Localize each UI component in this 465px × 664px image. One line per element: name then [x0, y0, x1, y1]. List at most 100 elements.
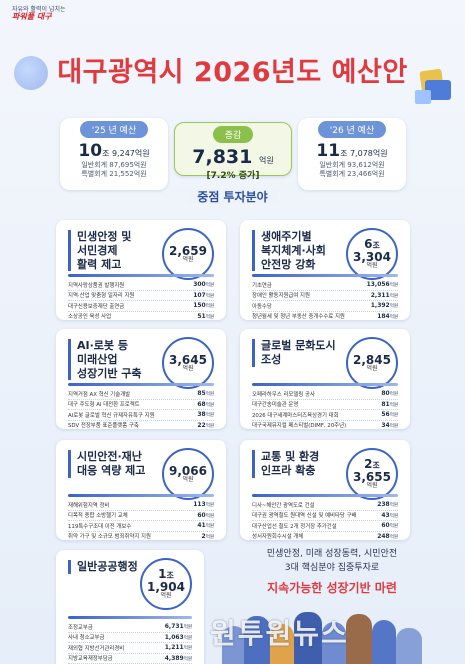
- panel-title-line: 생애주기별: [261, 230, 312, 243]
- list-item: 오페라하우스 리모델링 공사 80억원: [252, 389, 398, 400]
- item-label: AI로봇 글로벌 혁신 규제자유특구 지원: [68, 412, 155, 419]
- panel-total-value: 2,845: [353, 352, 391, 367]
- list-item: 119특수구조대 이전 개보수 41억원: [68, 521, 214, 532]
- list-item: 대구간송미술관 운영 81억원: [252, 400, 398, 410]
- item-label: 디사~해안간 광역도로 건설: [252, 502, 315, 509]
- closing-line: 3대 핵심분야 집중투자로: [284, 562, 380, 573]
- panel-title-line: 미래산업: [77, 352, 118, 366]
- item-value: 238억원: [377, 501, 398, 509]
- panel-total-jo: 6조: [364, 237, 380, 252]
- item-value: 43억원: [381, 511, 398, 519]
- decorative-blocks: [403, 64, 451, 108]
- list-item: 조정교부금 6,731억원: [68, 622, 192, 633]
- budget-2025-special: 특별회계 21,552억원: [81, 170, 147, 179]
- panel-title-line: 민생안정 및: [77, 230, 132, 243]
- item-label: 디목적 종합 소방헬기 교체: [68, 513, 128, 520]
- item-value: 150억원: [193, 302, 214, 310]
- city-slogan: 자유와 활력이 넘치는 파워풀 대구: [12, 6, 66, 22]
- panel-title-line: 활력 제고: [77, 257, 122, 271]
- item-value: 2,311억원: [370, 291, 398, 299]
- item-unit: 억원: [205, 524, 214, 530]
- panel-title-line: 서민경제: [77, 243, 118, 257]
- item-value: 300억원: [193, 281, 214, 289]
- list-item: 취약 가구 및 소규모 범죄취약지 지원 2억원: [68, 532, 214, 540]
- panel-total-unit: 억원: [366, 262, 378, 270]
- item-unit: 억원: [389, 283, 398, 289]
- slogan-line: 자유와 활력이 넘치는: [12, 6, 66, 13]
- item-label: 재외협 지방선거관리경비: [68, 645, 125, 652]
- investment-panel: AI·로봇 등 미래산업 성장기반 구축 3,645 억원 지역거점 AX 혁신 기술개발…: [56, 329, 226, 429]
- slogan-brand: 파워풀 대구: [12, 12, 52, 22]
- item-unit: 억원: [389, 423, 398, 429]
- panel-title: 교통 및 환경 인프라 확충: [252, 450, 319, 478]
- item-value: 38억원: [197, 411, 214, 419]
- list-item: SDV 전장부품 표준플랫폼 구축 22억원: [68, 421, 214, 429]
- panel-total-unit: 억원: [182, 476, 194, 484]
- panel-divider: [68, 616, 192, 619]
- item-unit: 억원: [389, 392, 398, 398]
- budget-change-amount: 7,831 억원: [192, 146, 274, 168]
- item-label: 대구국제뮤지컬 페스티벌(DIMF, 20주년): [252, 423, 347, 429]
- investment-panel: 일반공공행정 1조 1,904 억원 조정교부금 6,731억원 사내 청소교부금 1,063…: [56, 550, 204, 664]
- panel-item-list: 조정교부금 6,731억원 사내 청소교부금 1,063억원 재외협 지방선거관리경비 1…: [68, 622, 192, 664]
- panel-divider: [68, 494, 214, 497]
- item-label: 지역·산업 맞춤형 일자리 지원: [68, 293, 135, 300]
- decorative-sphere: [14, 56, 48, 90]
- panel-divider: [68, 274, 214, 277]
- item-unit: 억원: [205, 304, 214, 310]
- item-value: 51억원: [197, 312, 214, 320]
- panel-item-list: 지역거점 AX 혁신 기술개발 85억원 대구 주도형 AI 대전환 프로젝트 68억…: [68, 389, 214, 429]
- item-unit: 억원: [389, 413, 398, 419]
- budget-2025-label: '25 년 예산: [79, 121, 149, 138]
- panel-divider: [252, 494, 398, 497]
- panel-title-line: AI·로봇 등: [77, 339, 128, 352]
- item-unit: 억원: [205, 283, 214, 289]
- list-item: 디목적 종합 소방헬기 교체 60억원: [68, 511, 214, 521]
- item-value: 1,392억원: [370, 302, 398, 310]
- investment-panel: 교통 및 환경 인프라 확충 2조 3,655 억원 디사~해안간 광역도로 건설 238억…: [240, 440, 410, 540]
- budget-2026-card: '26 년 예산 11조 7,078억원 일반회계 93,612억원 특별회계 …: [298, 118, 406, 190]
- item-value: 60억원: [197, 511, 214, 519]
- item-label: 오페라하우스 리모델링 공사: [252, 391, 315, 398]
- item-value: 1,211억원: [164, 644, 192, 652]
- panel-item-list: 재해위험지역 정비 113억원 디목적 종합 소방헬기 교체 60억원 119특수구조대…: [68, 500, 214, 540]
- panel-title-line: 복지체계·사회: [261, 243, 326, 257]
- panel-total-unit: 억원: [160, 592, 172, 600]
- budget-2026-amount: 11조 7,078억원: [316, 141, 388, 161]
- investment-panel: 민생안정 및 서민경제 활력 제고 2,659 억원 지역사랑상품권 발행지원 300억원 지…: [56, 220, 226, 320]
- closing-line: 민생안정, 미래 성장동력, 시민안전: [266, 549, 398, 559]
- item-label: 아동수당: [252, 303, 272, 310]
- panel-title: 일반공공행정: [68, 560, 138, 574]
- list-item: AI로봇 글로벌 혁신 규제자유특구 지원 38억원: [68, 410, 214, 421]
- panel-total: 6조 3,304 억원: [346, 228, 398, 280]
- item-label: 취약 가구 및 소규모 범죄취약지 지원: [68, 534, 151, 540]
- item-value: 1,063억원: [164, 633, 192, 641]
- panel-title-line: 조성: [261, 352, 282, 366]
- list-item: 대구신용보증재단 출연금 150억원: [68, 301, 214, 312]
- item-unit: 억원: [389, 293, 398, 299]
- panel-divider: [68, 383, 214, 386]
- list-item: 대구 주도형 AI 대전환 프로젝트 68억원: [68, 400, 214, 410]
- item-label: 대구신용보증재단 출연금: [68, 303, 125, 310]
- panel-total-unit: 억원: [182, 256, 194, 264]
- item-unit: 억원: [205, 293, 214, 299]
- people-illustration: [214, 600, 434, 664]
- panel-total: 3,645 억원: [162, 337, 214, 389]
- item-unit: 억원: [205, 513, 214, 519]
- item-value: 81억원: [381, 400, 398, 408]
- panel-total-value: 2,659: [169, 243, 207, 258]
- panel-item-list: 지역사랑상품권 발행지원 300억원 지역·산업 맞춤형 일자리 지원 107억원 대구…: [68, 280, 214, 320]
- panel-total: 2,845 억원: [346, 337, 398, 389]
- list-item: 2026 대구세계마스터즈육상경기 대회 56억원: [252, 410, 398, 421]
- item-value: 80억원: [381, 390, 398, 398]
- section-title: 중점 투자분야: [0, 188, 465, 205]
- list-item: 재외협 지방선거관리경비 1,211억원: [68, 643, 192, 654]
- item-unit: 억원: [205, 423, 214, 429]
- item-value: 2억원: [201, 532, 214, 540]
- list-item: 지역거점 AX 혁신 기술개발 85억원: [68, 389, 214, 400]
- panel-total-unit: 억원: [182, 365, 194, 373]
- item-label: 지역거점 AX 혁신 기술개발: [68, 391, 131, 398]
- panel-total: 2,659 억원: [162, 228, 214, 280]
- item-label: 지방교육재정부담금: [68, 656, 113, 663]
